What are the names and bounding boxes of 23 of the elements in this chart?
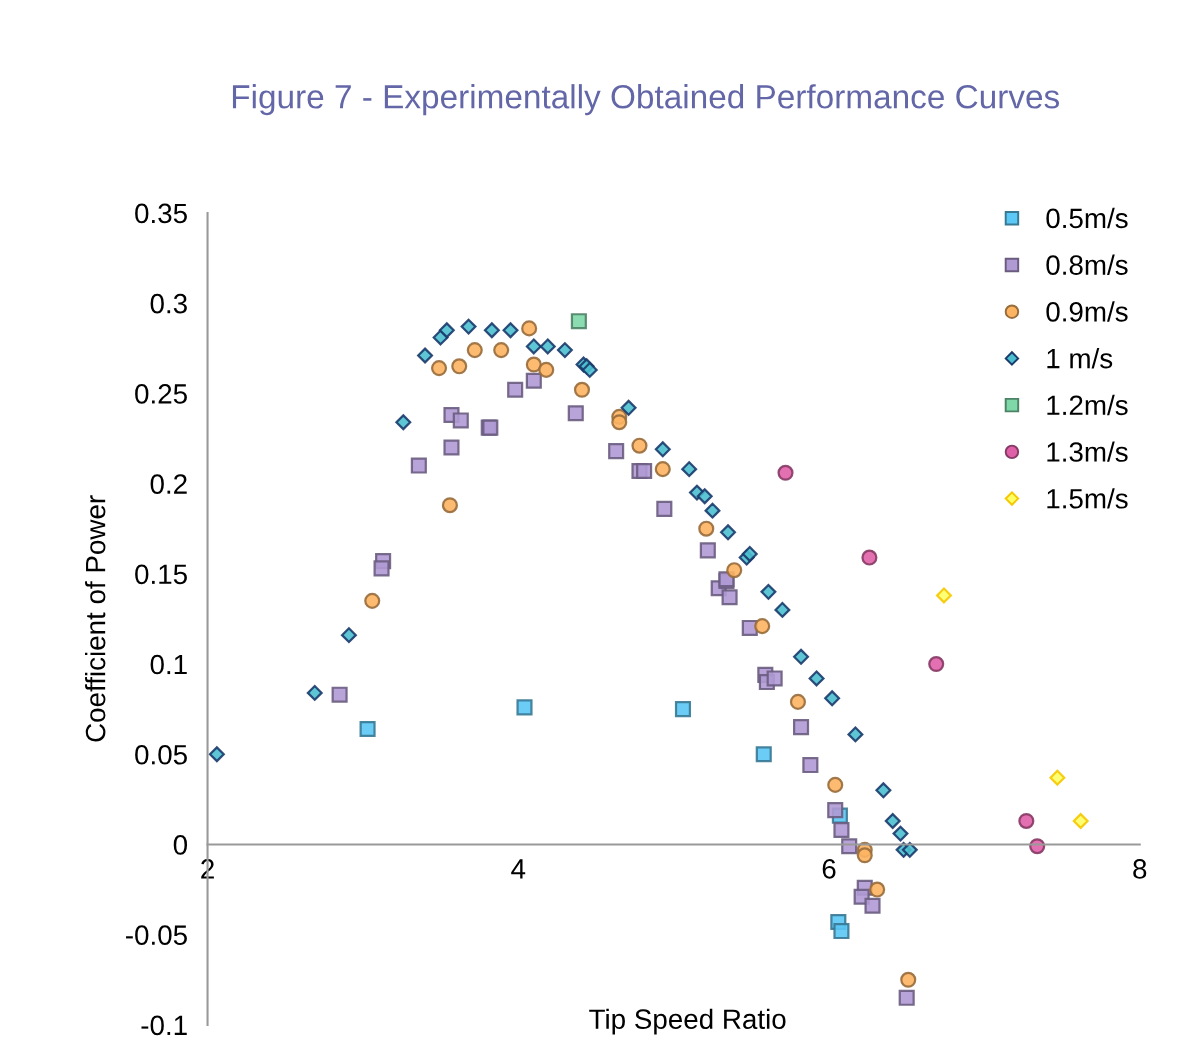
legend-label: 0.8m/s: [1046, 254, 1128, 275]
y-tick-label: 0.3: [150, 293, 187, 314]
x-tick-label: 4: [511, 859, 526, 879]
y-axis-title: Coefficient of Power: [85, 495, 106, 742]
legend-label: 1.3m/s: [1047, 441, 1128, 462]
y-tick-label: 0.15: [135, 564, 187, 585]
legend-label: 0.9m/s: [1046, 301, 1128, 322]
x-tick-label: 6: [822, 859, 836, 879]
x-axis-title: Tip Speed Ratio: [589, 1008, 786, 1035]
y-tick-label: 0.25: [135, 384, 187, 404]
legend-label: 1.5m/s: [1047, 488, 1128, 509]
y-tick-label: 0.1: [150, 654, 187, 675]
y-tick-label: 0.05: [135, 744, 187, 765]
y-tick-label: 0: [173, 835, 188, 855]
x-tick-label: 8: [1133, 859, 1147, 879]
legend-label: 0.5m/s: [1046, 207, 1128, 229]
y-tick-label: 0.2: [150, 474, 187, 494]
chart-title: Figure 7 - Experimentally Obtained Performance Curves: [232, 84, 1059, 116]
y-tick-label: -0.1: [141, 1015, 187, 1036]
legend-label: 1.2m/s: [1047, 394, 1128, 416]
legend-label: 1 m/s: [1047, 348, 1113, 369]
y-tick-label: -0.05: [126, 925, 187, 945]
y-tick-label: 0.35: [135, 203, 187, 224]
